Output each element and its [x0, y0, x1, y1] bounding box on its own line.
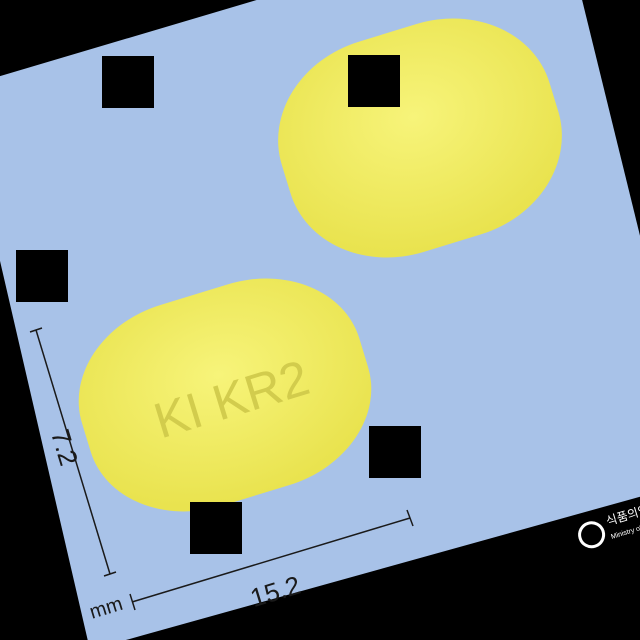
- redaction-block: [16, 250, 68, 302]
- width-dimension: [129, 509, 414, 611]
- height-dimension: [29, 327, 117, 577]
- redaction-block: [190, 502, 242, 554]
- redaction-block: [348, 55, 400, 107]
- redaction-block: [369, 426, 421, 478]
- redaction-block: [102, 56, 154, 108]
- pill-front: KI KR2: [78, 278, 372, 512]
- logo-icon: [578, 521, 606, 549]
